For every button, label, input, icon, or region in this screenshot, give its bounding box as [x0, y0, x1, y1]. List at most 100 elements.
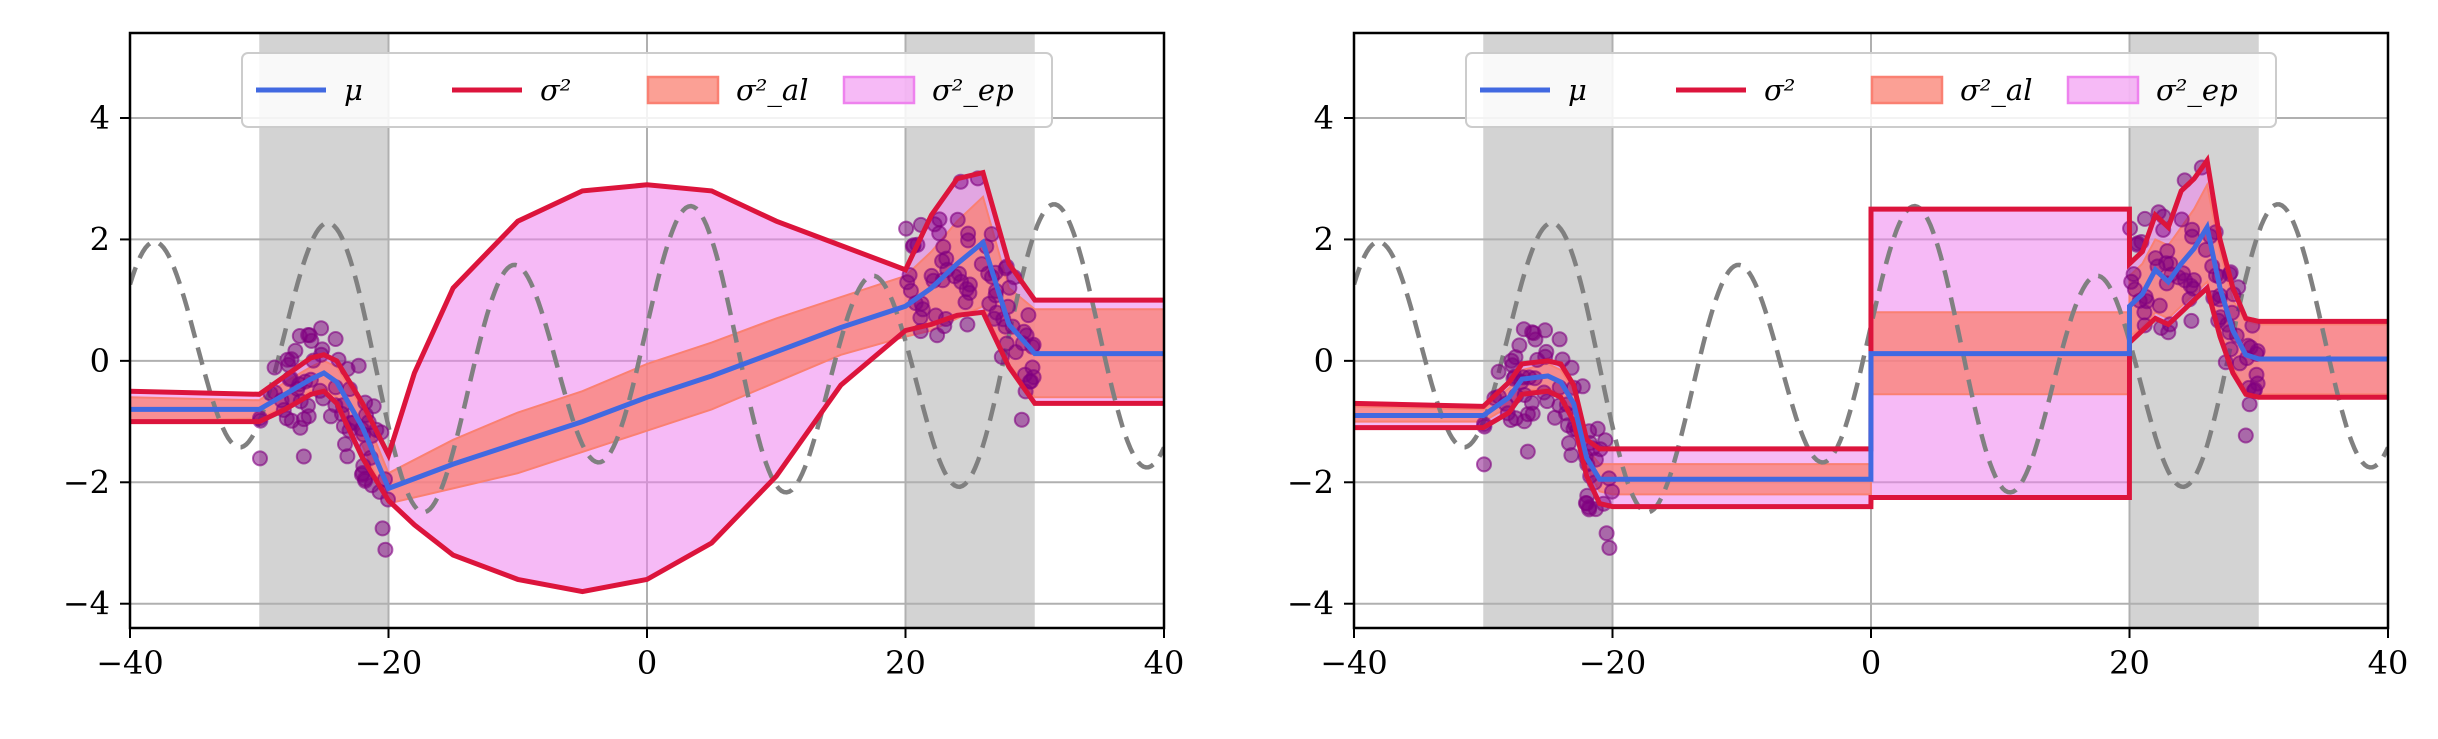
- y-tick-label: 4: [90, 99, 110, 137]
- legend: μ σ² σ²_al σ²_ep: [1465, 52, 2277, 128]
- x-tick-label: 40: [2368, 644, 2409, 682]
- training-point: [2125, 266, 2142, 283]
- training-point: [981, 295, 998, 312]
- training-point: [295, 411, 312, 428]
- training-point: [957, 294, 974, 311]
- training-point: [313, 320, 330, 337]
- x-tick-label: −40: [96, 644, 164, 682]
- y-tick-label: −2: [63, 463, 110, 501]
- x-tick-label: 0: [1861, 644, 1881, 682]
- training-point: [2184, 221, 2201, 238]
- training-point: [1507, 349, 1524, 366]
- training-point: [357, 472, 374, 489]
- training-point: [959, 316, 976, 333]
- training-point: [2237, 427, 2254, 444]
- training-point: [2159, 243, 2176, 260]
- training-point: [2173, 211, 2190, 228]
- training-point: [1601, 539, 1618, 556]
- training-point: [1007, 344, 1024, 361]
- training-point: [350, 357, 367, 374]
- plot-area: [130, 169, 1164, 595]
- training-point: [1563, 447, 1580, 464]
- x-tick-label: 20: [885, 644, 926, 682]
- training-point: [339, 448, 356, 465]
- training-point: [1021, 373, 1038, 390]
- y-tick-label: −4: [63, 585, 110, 623]
- legend-label: μ: [1568, 73, 1587, 107]
- legend-swatch-patch: [842, 75, 916, 105]
- training-point: [949, 211, 966, 228]
- y-tick-label: 4: [1314, 99, 1334, 137]
- training-point: [2151, 297, 2168, 314]
- training-point: [374, 520, 391, 537]
- training-point: [295, 448, 312, 465]
- x-tick-label: −20: [1579, 644, 1647, 682]
- ground-truth-curve: [130, 202, 1164, 515]
- training-point: [327, 331, 344, 347]
- training-point: [1604, 483, 1620, 500]
- variance-upper-line: [130, 169, 1164, 462]
- y-tick-label: 0: [90, 342, 110, 380]
- training-point: [1589, 420, 1606, 437]
- legend-swatch-patch: [646, 75, 720, 105]
- training-point: [1551, 331, 1568, 348]
- variance-lower-line: [1354, 283, 2388, 510]
- training-point: [2248, 366, 2265, 383]
- y-tick-label: 2: [90, 220, 110, 258]
- training-point: [953, 273, 970, 290]
- training-point: [898, 220, 915, 237]
- legend-label: σ²_al: [1960, 73, 2033, 108]
- training-point: [2160, 324, 2177, 341]
- plot-area: [1354, 154, 2388, 556]
- training-point: [266, 359, 283, 376]
- ground-truth-curve: [1354, 202, 2388, 515]
- training-point: [1490, 363, 1507, 380]
- x-tick-label: 0: [637, 644, 657, 682]
- x-tick-label: −20: [355, 644, 423, 682]
- mean-line: [1354, 220, 2388, 482]
- variance-upper-line: [1354, 154, 2388, 452]
- training-point: [1476, 456, 1492, 473]
- training-point: [2177, 272, 2194, 289]
- legend-label: σ²_ep: [932, 73, 1014, 108]
- variance-lower-line: [130, 309, 1164, 595]
- training-point: [935, 238, 952, 255]
- y-tick-label: −2: [1287, 463, 1334, 501]
- legend-swatch-patch: [2066, 75, 2140, 105]
- training-point: [1524, 324, 1541, 341]
- y-tick-label: 2: [1314, 220, 1334, 258]
- training-point: [1519, 443, 1536, 460]
- y-tick-label: −4: [1287, 585, 1334, 623]
- training-point: [1538, 343, 1555, 360]
- training-point: [1519, 406, 1536, 423]
- x-tick-label: 20: [2109, 644, 2150, 682]
- x-tick-label: 40: [1144, 644, 1185, 682]
- legend-swatch-patch: [1870, 75, 1944, 105]
- x-tick-label: −40: [1320, 644, 1388, 682]
- training-point: [960, 225, 977, 242]
- legend: μ σ² σ²_al σ²_ep: [241, 52, 1053, 128]
- training-point: [1581, 501, 1598, 518]
- training-point: [300, 327, 317, 343]
- training-point: [278, 410, 295, 427]
- legend-label: μ: [344, 73, 363, 107]
- training-point: [1013, 411, 1030, 428]
- training-point: [931, 211, 948, 228]
- mean-line: [130, 238, 1164, 492]
- legend-label: σ²: [1764, 73, 1795, 107]
- training-point: [1020, 307, 1037, 324]
- training-point: [1539, 393, 1556, 410]
- training-point: [2231, 355, 2248, 372]
- training-point: [2183, 312, 2200, 329]
- training-point: [2241, 396, 2258, 413]
- training-point: [1598, 525, 1615, 542]
- legend-label: σ²_ep: [2156, 73, 2238, 108]
- training-point: [931, 225, 948, 242]
- legend-label: σ²_al: [736, 73, 809, 108]
- legend-label: σ²: [540, 73, 571, 107]
- y-tick-label: 0: [1314, 342, 1334, 380]
- training-point: [283, 351, 300, 368]
